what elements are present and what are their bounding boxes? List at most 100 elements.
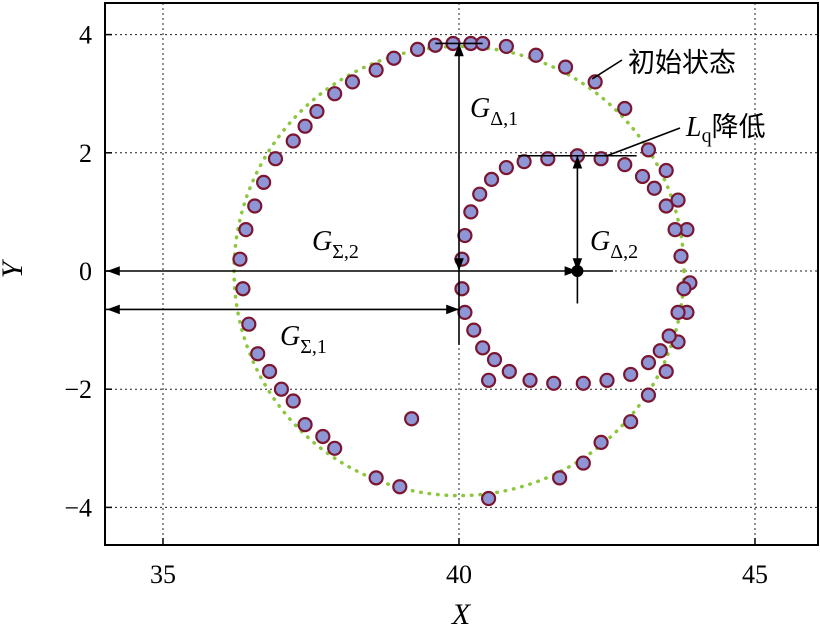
- data-point-initial: [404, 411, 420, 427]
- data-point-initial: [309, 103, 325, 120]
- data-point-reduced: [634, 168, 651, 185]
- data-point-initial: [557, 59, 574, 75]
- arrow-head: [564, 266, 578, 276]
- data-point-reduced: [670, 304, 686, 320]
- arrow-head: [107, 266, 120, 276]
- data-point-initial: [498, 38, 514, 55]
- y-tick-label: 2: [79, 139, 92, 168]
- y-tick-label: 0: [79, 257, 92, 286]
- data-point-initial: [481, 372, 497, 388]
- data-point-initial: [552, 470, 568, 486]
- leader-lq-reduced: [606, 127, 681, 157]
- data-point-reduced: [516, 154, 532, 170]
- data-point-reduced: [457, 227, 473, 244]
- data-point-initial: [232, 251, 248, 267]
- data-point-initial: [327, 86, 343, 102]
- data-point-initial: [575, 455, 591, 471]
- data-point-initial: [368, 62, 384, 78]
- data-point-initial: [386, 50, 402, 66]
- label-g-sigma-2: GΣ,2: [312, 226, 359, 263]
- grid-lines: [105, 3, 818, 545]
- label-g-sigma-1: GΣ,1: [280, 321, 327, 358]
- data-point-reduced: [599, 372, 615, 388]
- arrow-head: [454, 258, 464, 271]
- data-point-initial: [315, 428, 331, 445]
- data-point-initial: [670, 192, 686, 208]
- data-point-initial: [427, 37, 443, 53]
- data-point-reduced: [540, 151, 556, 167]
- data-point-reduced: [463, 204, 479, 220]
- data-point-reduced: [661, 328, 677, 344]
- data-point-reduced: [486, 352, 503, 368]
- data-point-reduced: [658, 198, 674, 214]
- data-point-initial: [528, 47, 544, 63]
- y-tick-label: −2: [64, 375, 92, 404]
- plot-frame: [104, 2, 819, 546]
- data-point-initial: [327, 440, 343, 456]
- arrow-head: [572, 155, 583, 169]
- data-point-initial: [481, 490, 497, 507]
- x-axis-label: X: [451, 598, 472, 631]
- data-point-initial: [297, 417, 313, 433]
- data-point-initial: [623, 414, 639, 430]
- data-point-initial: [250, 346, 266, 362]
- data-point-initial: [658, 162, 674, 179]
- data-point-reduced: [623, 366, 639, 383]
- data-point-initial: [368, 470, 384, 486]
- data-points: [232, 35, 698, 507]
- arrow-head: [454, 43, 464, 57]
- data-point-initial: [273, 381, 289, 397]
- annotation-lq-reduced: Lq降低: [685, 112, 766, 147]
- data-point-reduced: [646, 180, 662, 196]
- data-point-initial: [587, 74, 603, 90]
- data-point-initial: [285, 393, 301, 409]
- data-point-initial: [247, 198, 263, 214]
- data-point-initial: [617, 100, 633, 117]
- data-point-initial: [261, 363, 278, 380]
- data-point-initial: [297, 118, 313, 134]
- data-point-initial: [640, 142, 657, 158]
- data-point-reduced: [483, 171, 500, 187]
- data-point-initial: [285, 133, 301, 149]
- data-point-initial: [392, 479, 408, 495]
- arrow-head: [446, 304, 459, 315]
- data-point-reduced: [546, 375, 562, 391]
- data-point-initial: [238, 222, 254, 238]
- data-point-reduced: [676, 281, 692, 297]
- label-g-delta-2: GΔ,2: [590, 226, 638, 263]
- data-point-initial: [409, 41, 426, 57]
- y-tick-label: 4: [79, 21, 92, 50]
- data-point-reduced: [652, 343, 668, 359]
- data-point-reduced: [640, 355, 657, 371]
- leader-initial-state: [591, 59, 623, 80]
- data-point-reduced: [575, 375, 591, 391]
- data-point-reduced: [472, 186, 488, 202]
- label-g-delta-1: GΔ,1: [470, 93, 518, 130]
- data-point-initial: [640, 387, 657, 403]
- data-point-initial: [267, 151, 284, 167]
- y-tick-label: −4: [64, 493, 92, 522]
- arrow-head: [572, 258, 583, 271]
- annotation-initial-state: 初始状态: [628, 48, 736, 79]
- data-point-reduced: [593, 151, 609, 167]
- data-point-reduced: [673, 248, 689, 264]
- data-point-reduced: [475, 340, 491, 356]
- x-tick-label: 40: [446, 560, 472, 589]
- data-point-reduced: [466, 322, 482, 338]
- data-point-reduced: [498, 159, 514, 176]
- data-point-reduced: [457, 304, 473, 320]
- data-point-initial: [593, 434, 609, 450]
- x-tick-label: 35: [150, 560, 176, 589]
- data-point-reduced: [617, 157, 633, 173]
- x-tick-label: 45: [742, 560, 768, 589]
- data-point-initial: [256, 174, 272, 190]
- data-point-initial: [241, 316, 257, 332]
- arrow-head: [107, 304, 120, 315]
- data-point-reduced: [667, 222, 683, 238]
- y-axis-label: Y: [0, 258, 29, 278]
- data-point-initial: [235, 281, 251, 297]
- data-point-reduced: [522, 372, 538, 388]
- data-point-initial: [344, 74, 361, 90]
- data-point-initial: [658, 363, 674, 380]
- axis-ticks: 35 40 45 4 2 0 −2 −4: [64, 21, 768, 589]
